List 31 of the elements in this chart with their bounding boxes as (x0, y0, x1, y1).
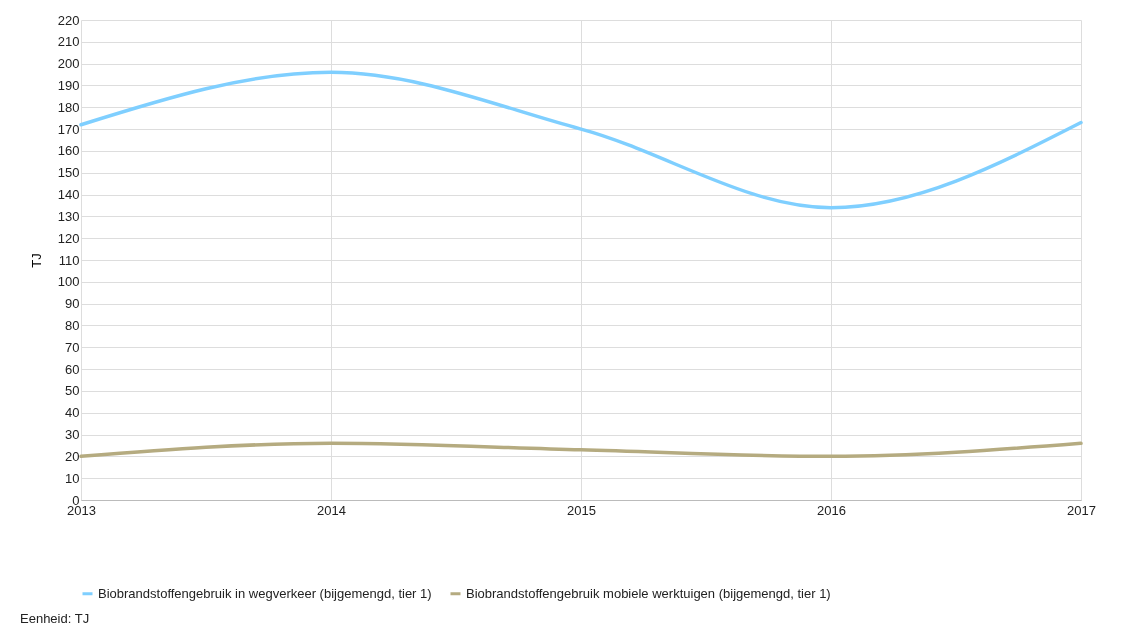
y-tick-label: 120 (57, 230, 80, 246)
y-tick-label: 170 (57, 121, 80, 137)
y-axis-title: TJ (28, 253, 44, 268)
y-tick-label: 90 (65, 296, 80, 312)
y-tick-label: 20 (65, 448, 80, 464)
y-tick-label: 30 (65, 427, 80, 443)
y-tick-label: 200 (57, 56, 80, 72)
y-tick-label: 150 (57, 165, 80, 181)
line-series (79, 70, 1083, 210)
y-tick-label: 100 (57, 274, 80, 290)
x-tick-label: 2015 (567, 502, 596, 518)
y-tick-label: 60 (65, 361, 80, 377)
y-tick-label: 40 (65, 405, 80, 421)
y-tick-label: 10 (65, 470, 80, 486)
y-tick-label: 220 (57, 12, 80, 28)
y-tick-label: 70 (65, 339, 80, 355)
x-tick-label: 2014 (317, 502, 346, 518)
x-tick-label: 2017 (1067, 502, 1096, 518)
y-tick-label: 110 (58, 252, 80, 268)
y-tick-label: 160 (57, 143, 80, 159)
legend-label: Biobrandstoffengebruik in wegverkeer (bijgemengd, tier 1) (98, 585, 432, 601)
y-tick-label: 50 (65, 383, 80, 399)
y-tick-label: 180 (57, 99, 80, 115)
legend-label: Biobrandstoffengebruik mobiele werktuigen (bijgemengd, tier 1) (466, 585, 831, 601)
y-tick-label: 190 (57, 77, 80, 93)
y-tick-label: 210 (57, 34, 80, 50)
y-tick-label: 80 (65, 317, 80, 333)
y-tick-label: 140 (57, 187, 80, 203)
x-tick-label: 2016 (817, 502, 846, 518)
text: Eenheid: TJ (20, 611, 91, 626)
y-tick-label: 130 (57, 208, 80, 224)
